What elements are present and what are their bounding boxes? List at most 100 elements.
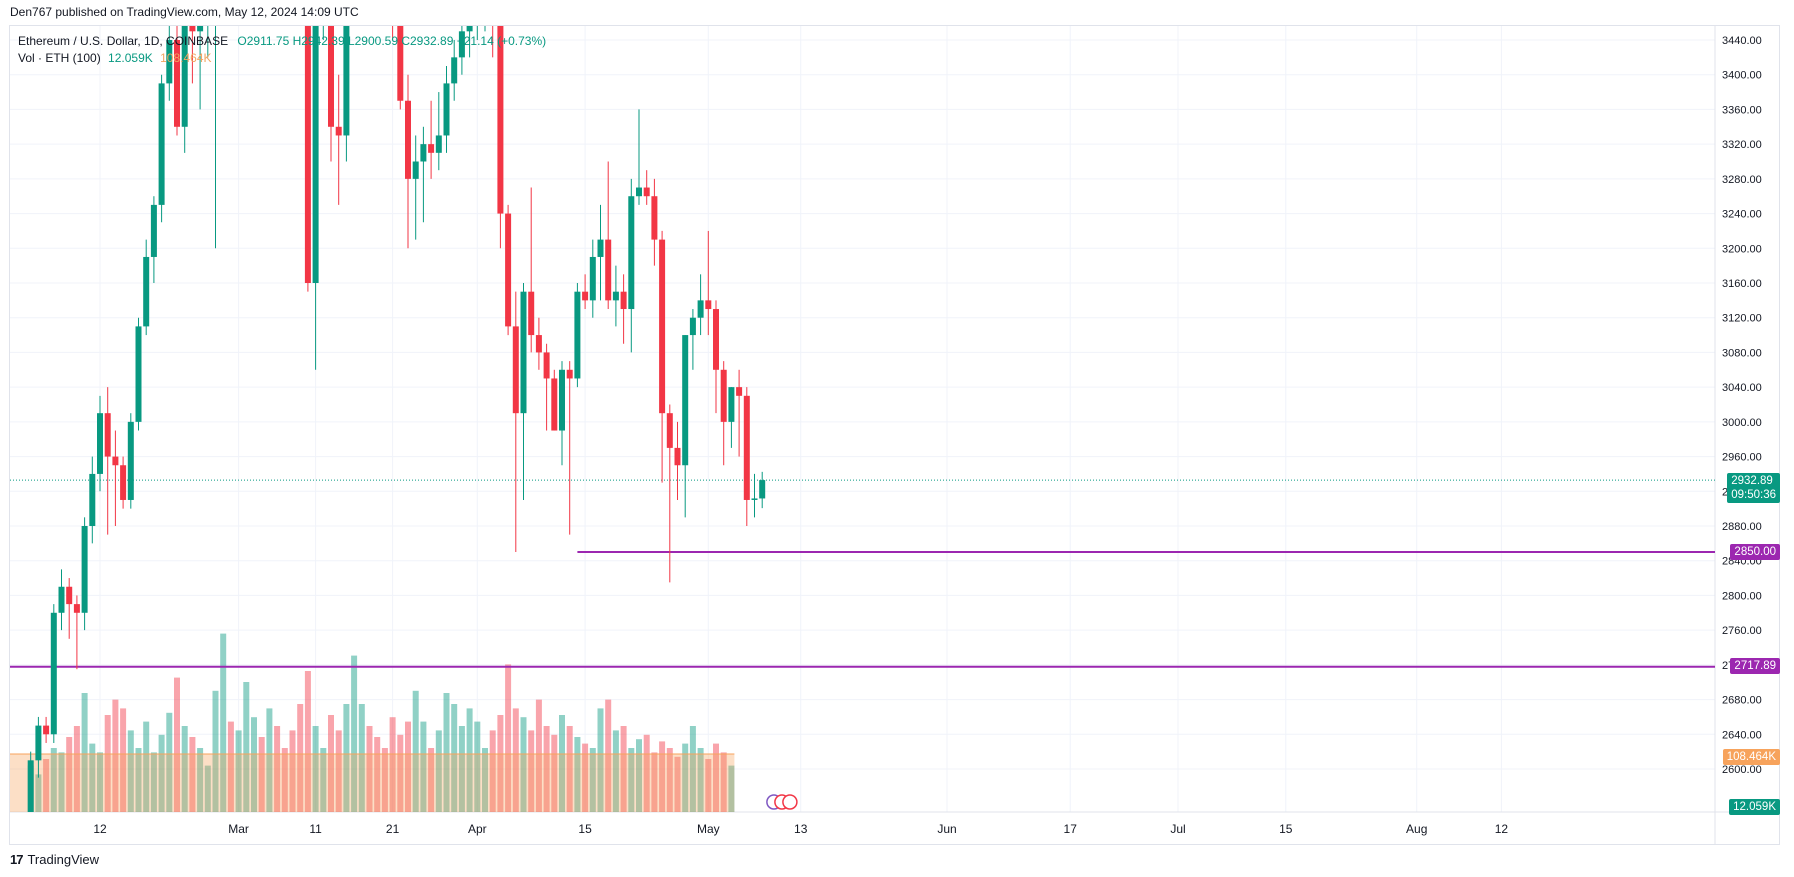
volume-bar [582,743,589,812]
candle-body [497,26,504,214]
y-tick-label: 3080.00 [1722,347,1762,359]
x-tick-label: 17 [1064,822,1078,836]
volume-bar [659,741,666,812]
volume-bar [428,748,435,812]
volume-indicator-label[interactable]: Vol · ETH (100) [18,51,101,65]
candle-body [66,586,73,605]
candle-body [743,395,750,500]
candle-body [520,291,527,414]
candle-body [205,14,211,23]
candle-body [566,369,573,379]
candle-body [405,100,411,179]
volume-bar [297,704,304,812]
countdown-label: 09:50:36 [1731,489,1776,501]
candle-body [181,26,188,127]
volume-bar [73,726,80,812]
candle-body [612,291,619,301]
level-tag-2717: 2717.89 [1730,658,1780,674]
volume-bar [705,759,712,812]
volume-bar [666,748,673,812]
candle-body [435,135,442,153]
x-tick-label: 15 [578,822,592,836]
volume-bar [405,721,411,812]
volume-bar [120,708,127,812]
candle-body [166,40,173,84]
symbol-title[interactable]: Ethereum / U.S. Dollar, 1D, COINBASE [18,34,229,48]
volume-bar [389,717,396,812]
candle-body [674,447,681,466]
volume-ma-area [10,754,735,812]
volume-bar [81,693,88,812]
volume-value: 12.059K [108,51,153,65]
candle-body [58,586,65,613]
x-tick-label: Jul [1170,822,1185,836]
volume-bar [589,748,596,812]
plot-area [10,5,1715,812]
last-price-tag: 2932.89 09:50:36 [1727,473,1780,503]
volume-bar [566,726,573,812]
y-tick-label: 2960.00 [1722,452,1762,464]
y-tick-label: 2760.00 [1722,625,1762,637]
candle-body [135,326,142,422]
y-tick-label: 3400.00 [1722,70,1762,82]
candle-body [651,196,658,240]
candle-body [451,57,458,84]
candle-body [689,317,696,336]
candle-body [466,26,473,32]
x-tick-label: 11 [309,822,322,836]
volume-bar [358,704,365,812]
volume-bar [366,726,373,812]
volume-bar [381,748,388,812]
candle-body [50,612,57,735]
candle-body [659,239,666,414]
candle-body [81,526,88,613]
candle-body [197,26,204,32]
candle-body [736,387,743,396]
volume-bar [636,739,642,812]
chart-legend: Ethereum / U.S. Dollar, 1D, COINBASE O29… [18,33,546,67]
volume-bar [551,734,558,812]
last-price-label: 2932.89 [1731,475,1773,487]
volume-bar [605,699,612,812]
volume-bar [266,708,273,812]
volume-bar [97,752,103,812]
y-tick-label: 2600.00 [1722,764,1762,776]
volume-bar [43,759,50,812]
volume-bar [158,734,165,812]
volume-bar [181,726,188,812]
volume-bar [458,726,465,812]
volume-bar [227,721,234,812]
volume-bar [435,730,442,812]
volume-ma-value: 108.464K [160,51,212,65]
candle-body [574,291,581,379]
volume-bar [89,743,96,812]
tradingview-logo[interactable]: 17 TradingView [10,852,99,867]
volume-bar [135,748,142,812]
candle-body [335,126,342,136]
volume-bar [335,730,342,812]
volume-bar [728,765,735,812]
candle-body [213,5,219,14]
volume-bar [574,737,581,812]
volume-bar [612,730,619,812]
volume-bar [204,765,211,812]
x-tick-label: 12 [93,822,107,836]
candle-body [104,413,111,457]
candle-body [158,83,165,205]
candle-body [697,300,704,318]
y-tick-label: 3000.00 [1722,417,1762,429]
volume-bar [104,715,111,812]
volume-bar [620,726,627,812]
volume-bar [689,726,696,812]
candle-body [174,40,180,127]
volume-bar [713,743,719,812]
volume-bar [482,748,488,812]
volume-bar [243,682,250,812]
candle-body [605,239,612,301]
volume-bar [505,664,512,812]
volume-bar [150,752,157,812]
chart-pane[interactable] [9,25,1780,845]
candle-body [112,456,119,466]
candle-body [304,26,311,283]
